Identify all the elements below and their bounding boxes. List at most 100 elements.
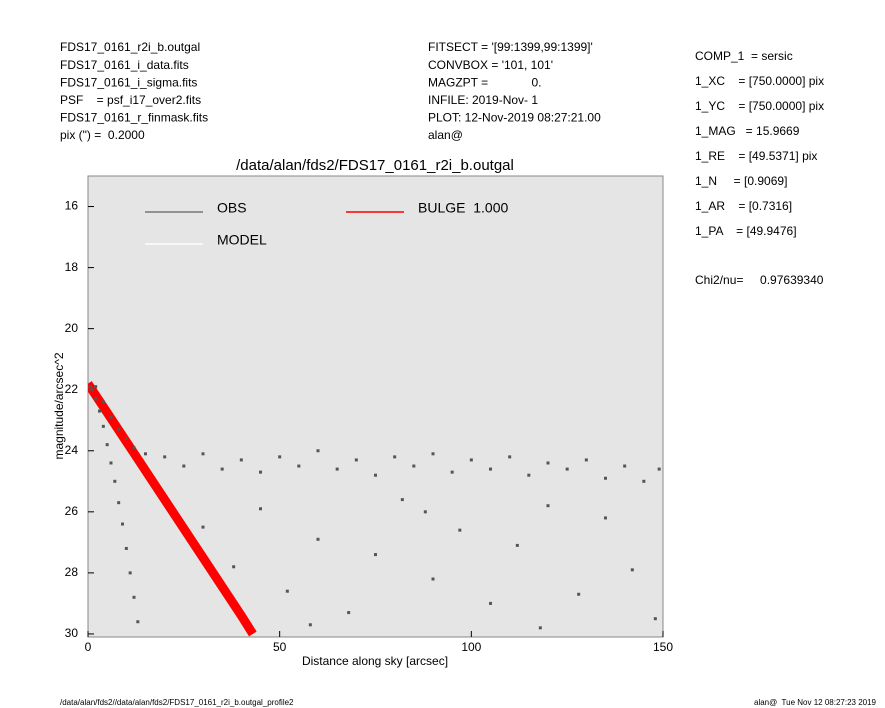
obs-point <box>316 449 320 453</box>
header-line: 1_MAG = 15.9669 <box>695 124 800 138</box>
obs-point <box>642 479 646 483</box>
obs-point <box>316 537 320 541</box>
header-line: PLOT: 12-Nov-2019 08:27:21.00 <box>428 111 601 125</box>
header-line: FDS17_0161_r2i_b.outgal <box>60 40 200 54</box>
obs-point <box>121 522 124 526</box>
obs-point <box>163 455 167 459</box>
obs-point <box>136 620 140 624</box>
obs-point <box>113 479 117 483</box>
header-line: 1_XC = [750.0000] pix <box>695 74 824 88</box>
obs-point <box>259 470 262 474</box>
obs-point <box>94 397 98 401</box>
y-tick-label: 16 <box>65 199 79 213</box>
obs-point <box>201 525 205 529</box>
header-line: FDS17_0161_r_finmask.fits <box>60 111 208 125</box>
obs-point <box>604 516 607 520</box>
obs-point <box>489 601 492 605</box>
y-axis-title: magnitude/arcsec^2 <box>52 352 66 459</box>
obs-point <box>538 626 542 630</box>
obs-point <box>431 452 435 456</box>
obs-point <box>132 595 136 599</box>
bulge-band <box>88 381 257 637</box>
obs-point <box>374 553 377 557</box>
obs-point <box>393 455 397 459</box>
obs-point <box>653 617 657 621</box>
obs-point <box>623 464 627 468</box>
obs-point <box>124 546 128 550</box>
y-tick-label: 22 <box>65 382 79 396</box>
obs-point <box>144 452 147 456</box>
obs-point <box>128 571 132 575</box>
obs-point <box>489 467 492 471</box>
y-tick-label: 24 <box>65 443 79 457</box>
x-tick-label: 50 <box>273 640 287 654</box>
obs-point <box>117 501 121 505</box>
obs-point <box>508 455 512 459</box>
header-line: FITSECT = '[99:1399,99:1399]' <box>428 40 593 54</box>
obs-point <box>458 528 462 532</box>
obs-point <box>527 473 531 477</box>
obs-point <box>412 464 416 468</box>
header-line: INFILE: 2019-Nov- 1 <box>428 93 538 107</box>
obs-point <box>469 458 473 462</box>
obs-point <box>105 443 109 447</box>
obs-point <box>88 385 92 389</box>
obs-point <box>450 470 454 474</box>
footer-path: /data/alan/fds2//data/alan/fds2/FDS17_01… <box>60 698 294 707</box>
x-tick-label: 0 <box>85 640 92 654</box>
y-tick-label: 20 <box>65 321 79 335</box>
obs-point <box>630 568 634 572</box>
obs-point <box>124 437 128 441</box>
obs-point <box>515 543 519 547</box>
header-line: PSF = psf_i17_over2.fits <box>60 93 201 107</box>
header-line: 1_AR = [0.7316] <box>695 199 792 213</box>
header-line: 1_N = [0.9069] <box>695 174 787 188</box>
obs-point <box>259 507 262 511</box>
obs-point <box>232 565 236 569</box>
obs-point <box>657 467 661 471</box>
obs-point <box>423 510 427 514</box>
obs-point <box>94 385 98 389</box>
obs-point <box>354 458 358 462</box>
chart-title: /data/alan/fds2/FDS17_0161_r2i_b.outgal <box>236 157 514 174</box>
header-line: 1_PA = [49.9476] <box>695 224 797 238</box>
header-line: CONVBOX = '101, 101' <box>428 58 553 72</box>
obs-point <box>335 467 339 471</box>
x-tick-label: 150 <box>653 640 673 654</box>
obs-point <box>101 424 105 428</box>
y-tick-label: 26 <box>65 504 79 518</box>
obs-point <box>278 455 282 459</box>
header-line: FDS17_0161_i_sigma.fits <box>60 75 197 89</box>
obs-point <box>347 611 351 615</box>
obs-point <box>101 400 105 404</box>
obs-point <box>577 592 581 596</box>
y-tick-label: 30 <box>65 626 79 640</box>
obs-point <box>182 464 186 468</box>
obs-point <box>584 458 588 462</box>
header-line: 1_RE = [49.5371] pix <box>695 149 817 163</box>
legend-label: MODEL <box>217 232 267 248</box>
plot-area <box>87 175 664 638</box>
header-line: MAGZPT = 0. <box>428 75 541 89</box>
obs-point <box>220 467 224 471</box>
obs-point <box>374 473 377 477</box>
obs-point <box>285 589 289 593</box>
footer-stamp: alan@ Tue Nov 12 08:27:23 2019 <box>754 698 877 707</box>
obs-point <box>604 476 607 480</box>
y-tick-label: 28 <box>65 565 79 579</box>
header-line: FDS17_0161_i_data.fits <box>60 58 189 72</box>
legend-label: BULGE 1.000 <box>418 200 508 216</box>
chi2: Chi2/nu= 0.97639340 <box>695 273 824 287</box>
obs-point <box>98 409 101 413</box>
obs-point <box>546 504 550 508</box>
obs-point <box>117 427 121 431</box>
obs-point <box>132 446 136 450</box>
y-tick-label: 18 <box>65 260 79 274</box>
obs-point <box>239 458 243 462</box>
obs-point <box>109 415 113 419</box>
x-axis-title: Distance along sky [arcsec] <box>302 654 448 668</box>
header-line: pix (") = 0.2000 <box>60 128 145 142</box>
header-line: COMP_1 = sersic <box>695 49 793 63</box>
obs-point <box>201 452 205 456</box>
